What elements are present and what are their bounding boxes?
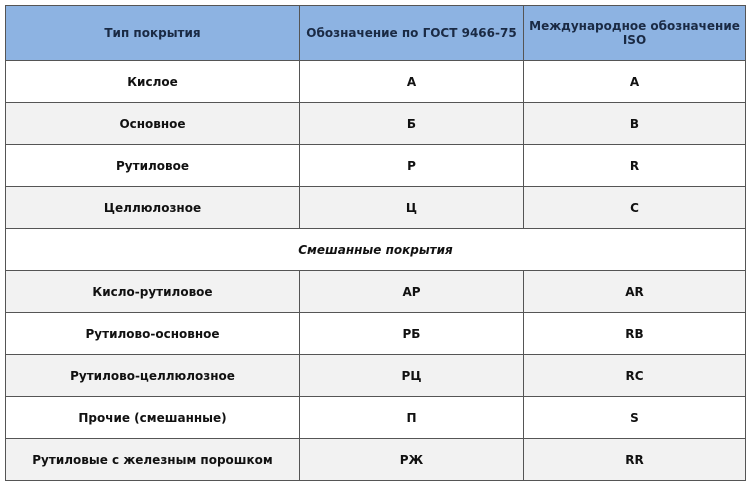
header-iso: Международное обозначение ISO — [523, 5, 746, 61]
cell-gost: РЦ — [299, 354, 524, 397]
cell-gost: Ц — [299, 186, 524, 229]
cell-iso: AR — [523, 270, 746, 313]
header-row: Тип покрытия Обозначение по ГОСТ 9466-75… — [5, 5, 746, 61]
cell-iso: C — [523, 186, 746, 229]
table-row: Рутиловые с железным порошком РЖ RR — [5, 438, 746, 481]
cell-iso: A — [523, 60, 746, 103]
table-row: Рутилово-основное РБ RB — [5, 312, 746, 355]
cell-gost: Р — [299, 144, 524, 187]
cell-iso: R — [523, 144, 746, 187]
cell-gost: П — [299, 396, 524, 439]
cell-type: Рутиловые с железным порошком — [5, 438, 300, 481]
table-row: Основное Б B — [5, 102, 746, 145]
header-coating-type: Тип покрытия — [5, 5, 300, 61]
cell-gost: Б — [299, 102, 524, 145]
table-row: Кисло-рутиловое АР AR — [5, 270, 746, 313]
table-row: Рутиловое Р R — [5, 144, 746, 187]
cell-iso: B — [523, 102, 746, 145]
cell-iso: RB — [523, 312, 746, 355]
cell-gost: АР — [299, 270, 524, 313]
table-row: Рутилово-целлюлозное РЦ RC — [5, 354, 746, 397]
cell-iso: RC — [523, 354, 746, 397]
cell-iso: RR — [523, 438, 746, 481]
cell-type: Кислое — [5, 60, 300, 103]
cell-type: Кисло-рутиловое — [5, 270, 300, 313]
coating-types-table: Тип покрытия Обозначение по ГОСТ 9466-75… — [5, 5, 746, 481]
table-row: Кислое А A — [5, 60, 746, 103]
cell-gost: РБ — [299, 312, 524, 355]
cell-type: Рутилово-целлюлозное — [5, 354, 300, 397]
section-label: Смешанные покрытия — [5, 228, 746, 271]
cell-iso: S — [523, 396, 746, 439]
cell-type: Целлюлозное — [5, 186, 300, 229]
table-row: Целлюлозное Ц C — [5, 186, 746, 229]
section-row: Смешанные покрытия — [5, 228, 746, 271]
cell-type: Рутилово-основное — [5, 312, 300, 355]
cell-type: Прочие (смешанные) — [5, 396, 300, 439]
table-row: Прочие (смешанные) П S — [5, 396, 746, 439]
cell-gost: РЖ — [299, 438, 524, 481]
cell-gost: А — [299, 60, 524, 103]
header-gost: Обозначение по ГОСТ 9466-75 — [299, 5, 524, 61]
cell-type: Рутиловое — [5, 144, 300, 187]
cell-type: Основное — [5, 102, 300, 145]
